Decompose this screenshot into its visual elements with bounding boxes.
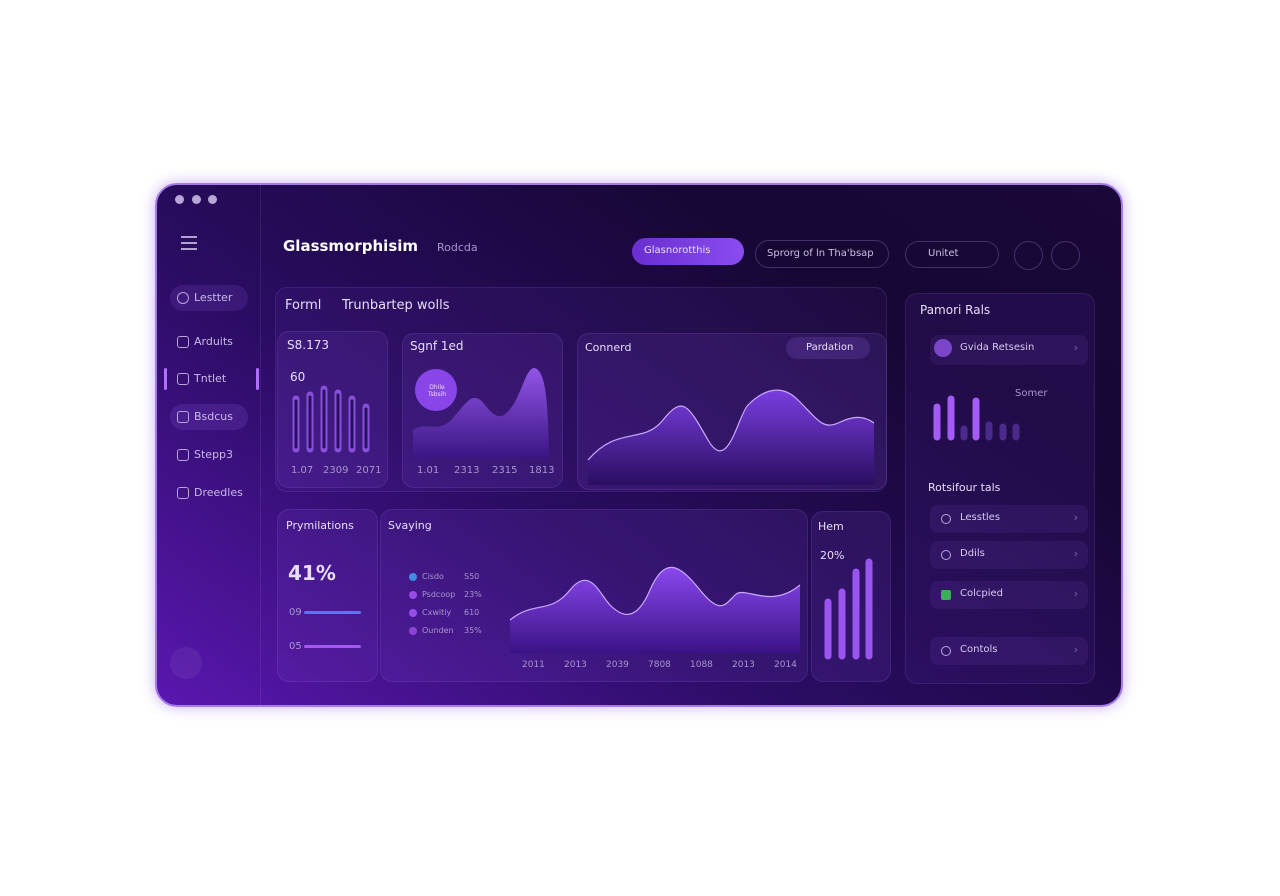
card-value: 60 — [290, 370, 306, 384]
sidebar-search[interactable]: Lestter — [170, 285, 248, 311]
stat-card — [811, 511, 891, 682]
list-item[interactable]: Colcpied › — [930, 581, 1088, 609]
axis-label: 7808 — [648, 660, 671, 670]
legend-name: Cxwitiy — [422, 608, 452, 617]
card-title: S8.173 — [287, 338, 329, 352]
app-title: Glassmorphisim — [283, 237, 419, 255]
app-subtitle: Rodcda — [437, 241, 478, 254]
axis-label: 1.07 — [291, 465, 314, 476]
legend-dot — [409, 591, 417, 599]
card-title: Connerd — [585, 341, 632, 354]
axis-label: 1813 — [529, 465, 555, 476]
window-dot — [208, 195, 217, 204]
axis-label: 2313 — [454, 465, 480, 476]
legend-value: S50 — [464, 572, 480, 581]
legend-name: Cisdo — [422, 572, 444, 581]
user-row[interactable]: Gvida Retsesin › — [930, 335, 1088, 365]
axis-label: 2013 — [732, 660, 755, 670]
right-panel — [905, 293, 1095, 684]
axis-label: 2039 — [606, 660, 629, 670]
card-title: Hem — [818, 520, 844, 533]
axis-label: 1088 — [690, 660, 713, 670]
sidebar — [155, 183, 261, 707]
stat-card — [277, 509, 378, 682]
chart-button[interactable]: Pardation — [786, 337, 870, 359]
axis-label: 2309 — [323, 465, 349, 476]
mini-bars — [933, 395, 1020, 441]
nav-item[interactable]: Bsdcus — [170, 404, 248, 430]
mini-area — [413, 368, 549, 458]
card-title: Sgnf 1ed — [410, 339, 464, 353]
area-chart — [509, 566, 801, 653]
apps-button[interactable] — [170, 647, 202, 679]
legend-value: 35% — [464, 626, 482, 635]
primary-button[interactable]: Glasnorotthis — [632, 238, 744, 265]
legend-dot — [409, 627, 417, 635]
panel-title: Pamori Rals — [920, 303, 991, 317]
axis-label: 2014 — [774, 660, 797, 670]
bar-label: 05 — [289, 641, 302, 652]
panel-subtitle: Trunbartep wolls — [342, 298, 450, 313]
mini-bars — [824, 558, 873, 660]
progress-bar — [304, 611, 361, 614]
list-item[interactable]: Ddils › — [930, 541, 1088, 569]
card-title: Prymilations — [286, 519, 354, 532]
legend-value: 23% — [464, 590, 482, 599]
window-dot — [175, 195, 184, 204]
section-title: Rotsifour tals — [928, 481, 1001, 494]
nav-item[interactable]: Tntlet — [170, 366, 248, 392]
axis-label: 1.01 — [417, 465, 440, 476]
list-item[interactable]: Contols › — [930, 637, 1088, 665]
nav-item[interactable]: Dreedles — [170, 480, 248, 506]
axis-label: 2071 — [356, 465, 382, 476]
active-indicator — [256, 368, 259, 390]
axis-label: 2013 — [564, 660, 587, 670]
panel-title: Forml — [285, 298, 322, 313]
bar-label: 09 — [289, 607, 302, 618]
search-box[interactable]: Unitet — [905, 241, 999, 268]
legend-dot — [409, 573, 417, 581]
legend-dot — [409, 609, 417, 617]
secondary-button[interactable]: Sprorg of ln Tha'bsap — [755, 240, 889, 268]
progress-bar — [304, 645, 361, 648]
area-chart — [587, 389, 875, 485]
legend-name: Psdcoop — [422, 590, 456, 599]
list-item[interactable]: Lesstles › — [930, 505, 1088, 533]
nav-item[interactable]: Stepp3 — [170, 442, 248, 468]
card-value: 20% — [820, 549, 845, 562]
axis-label: 2011 — [522, 660, 545, 670]
active-indicator — [164, 368, 167, 390]
badge: Dhile Tsbsih — [427, 384, 447, 398]
window-dot — [192, 195, 201, 204]
nav-item[interactable]: Arduits — [170, 329, 248, 355]
legend-value: 610 — [464, 608, 480, 617]
card-value: 41% — [288, 561, 336, 585]
mini-bars — [292, 385, 370, 453]
card-title: Svaying — [388, 519, 432, 532]
legend-name: Ounden — [422, 626, 454, 635]
axis-label: 2315 — [492, 465, 518, 476]
search-button[interactable] — [1014, 241, 1043, 270]
chart-label: Somer — [1015, 388, 1048, 399]
menu-icon[interactable] — [181, 236, 197, 250]
lock-button[interactable] — [1051, 241, 1080, 270]
